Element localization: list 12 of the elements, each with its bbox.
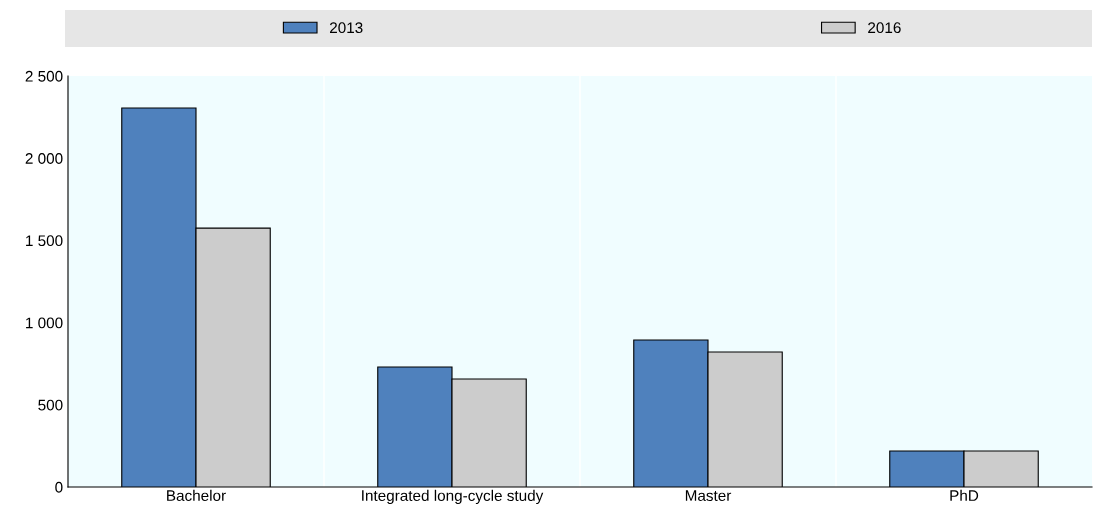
x-tick-label: Bachelor (167, 489, 226, 501)
x-tick-label: PhD (950, 489, 979, 501)
legend-label: 2013 (330, 22, 363, 34)
y-tick-label: 0 (55, 481, 63, 493)
y-tick-label: 1 000 (26, 317, 63, 329)
y-tick-label: 1 500 (26, 235, 63, 247)
legend-label: 2016 (868, 22, 901, 34)
x-tick-label: Integrated long-cycle study (362, 489, 544, 505)
y-tick-label: 500 (38, 399, 63, 411)
y-tick-label: 2 000 (25, 153, 63, 164)
y-tick-label: 2 500 (25, 70, 63, 82)
x-tick-label: Master (685, 490, 732, 501)
